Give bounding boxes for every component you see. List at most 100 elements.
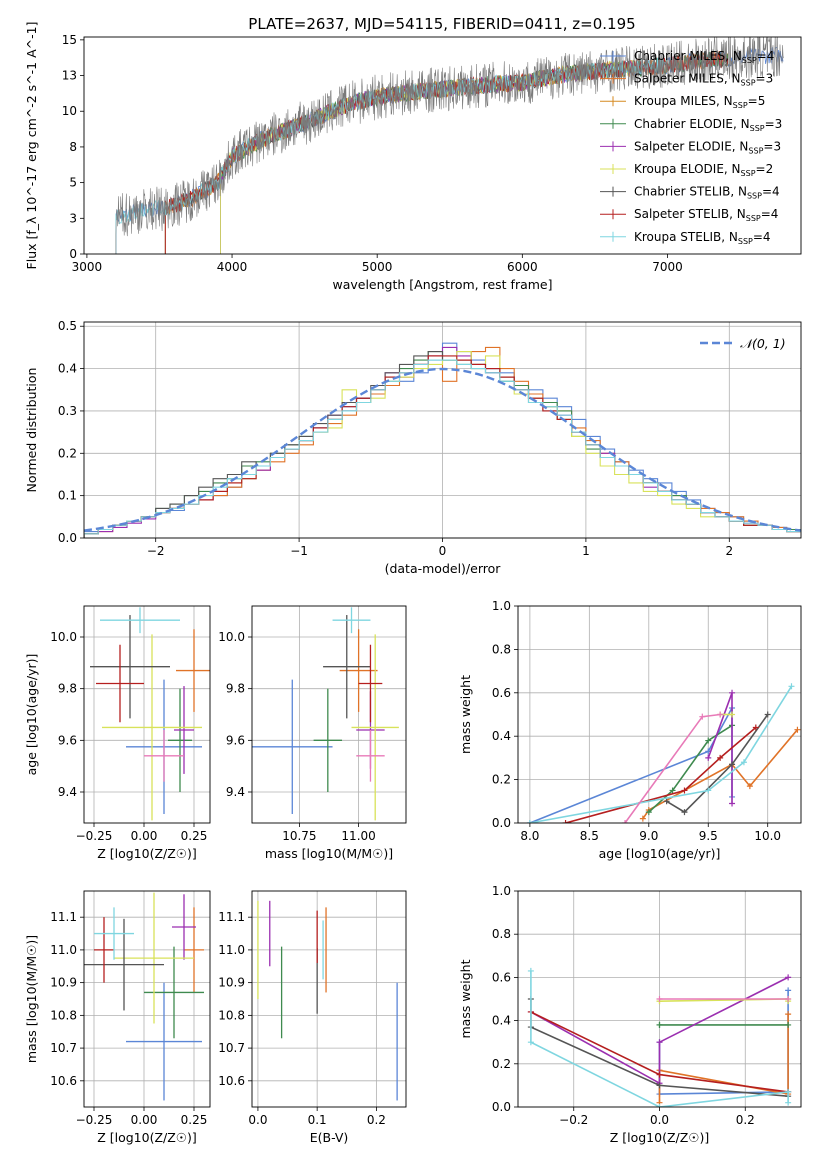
mass-weight-line — [648, 724, 733, 813]
y-tick-label: 11.0 — [218, 943, 245, 957]
legend-label: Kroupa STELIB, NSSP=4 — [634, 230, 771, 246]
data-point-marker — [645, 809, 652, 816]
data-point-marker — [656, 1021, 663, 1028]
y-tick-label: 10.9 — [50, 976, 77, 990]
model-spectrum-line — [115, 57, 668, 254]
x-tick-label: 0.00 — [131, 829, 158, 843]
x-tick-label: 0.2 — [367, 1113, 386, 1127]
x-axis-label: mass [log10(M/M☉)] — [265, 846, 393, 861]
y-axis-label: Flux [f_λ 10^-17 erg cm^-2 s^-1 A^-1] — [24, 22, 39, 270]
legend-label-sub: SSP — [748, 146, 763, 155]
x-axis-label: Z [log10(Z/Z☉)] — [610, 1130, 710, 1145]
data-point-marker — [669, 787, 676, 794]
x-tick-label: −0.25 — [76, 829, 113, 843]
plot-area — [84, 342, 801, 538]
y-tick-label: 0.6 — [492, 970, 511, 984]
axes-frame — [83, 605, 211, 824]
x-tick-label: 0.2 — [736, 1113, 755, 1127]
legend-label: Kroupa MILES, NSSP=5 — [634, 94, 765, 110]
legend-label: Salpeter STELIB, NSSP=4 — [634, 207, 778, 223]
data-point-marker — [785, 1088, 792, 1095]
x-tick-label: 0.0 — [650, 1113, 669, 1127]
y-tick-label: 0.4 — [492, 1014, 511, 1028]
y-tick-label: 10.7 — [50, 1041, 77, 1055]
y-tick-label: 11.0 — [50, 943, 77, 957]
y-tick-label: 0.3 — [58, 404, 77, 418]
y-tick-label: 10.9 — [218, 976, 245, 990]
y-tick-label: 11.1 — [50, 910, 77, 924]
legend-label-base: Chabrier ELODIE, N — [634, 117, 750, 131]
y-tick-label: 3 — [69, 211, 77, 225]
x-axis-label: age [log10(age/yr)] — [599, 846, 721, 861]
x-tick-label: 1 — [582, 544, 590, 558]
x-tick-label: 8.0 — [520, 829, 539, 843]
data-point-marker — [785, 1099, 792, 1106]
y-tick-label: 1.0 — [492, 884, 511, 898]
plot-area — [526, 683, 801, 823]
data-point-marker — [729, 800, 736, 807]
data-point-marker — [785, 974, 792, 981]
x-tick-label: 0.25 — [181, 1113, 208, 1127]
y-tick-label: 1.0 — [492, 599, 511, 613]
panel-residuals: −2 −1 0 1 2 0.0 0.1 0.2 0.3 0.4 0.5 (data-model)/er… — [24, 319, 802, 576]
plot-area — [527, 967, 792, 1107]
y-tick-label: 10.7 — [218, 1041, 245, 1055]
data-point-marker — [785, 1021, 792, 1028]
data-point-marker — [562, 820, 569, 823]
data-point-marker — [729, 761, 736, 768]
axes-frame — [83, 321, 802, 539]
legend-label-base: Kroupa MILES, N — [634, 94, 733, 108]
y-tick-label: 0.2 — [492, 1057, 511, 1071]
panel-mass_vs_Z: −0.25 0.00 0.25 10.6 10.7 10.8 10.9 11.0 11.1 Z [… — [24, 890, 211, 1145]
legend-label-tail: =3 — [765, 117, 783, 131]
y-tick-label: 0.0 — [492, 1100, 511, 1114]
y-tick-label: 10 — [62, 104, 77, 118]
data-point-marker — [740, 759, 747, 766]
x-tick-label: 7000 — [652, 260, 683, 274]
legend-label-tail: =3 — [756, 72, 774, 86]
data-point-marker — [785, 996, 792, 1002]
legend-label: Chabrier MILES, NSSP=4 — [634, 49, 774, 65]
y-tick-label: 0.4 — [492, 729, 511, 743]
data-point-marker — [729, 689, 736, 696]
y-tick-label: 10.8 — [218, 1008, 245, 1022]
y-axis-label: mass [log10(M/M☉)] — [24, 935, 39, 1063]
data-point-marker — [681, 809, 688, 816]
charts: 3000 4000 5000 6000 70000358101315wavelength… — [24, 22, 802, 1145]
legend-label-sub: SSP — [742, 56, 757, 65]
data-point-marker — [656, 1104, 663, 1107]
x-tick-label: 0 — [439, 544, 447, 558]
legend-label-tail: =2 — [756, 162, 774, 176]
y-tick-label: 13 — [62, 69, 77, 83]
x-tick-label: −1 — [290, 544, 308, 558]
legend-label-sub: SSP — [750, 124, 765, 133]
data-point-marker — [527, 967, 534, 974]
data-point-marker — [717, 711, 724, 718]
plot-area — [90, 607, 210, 821]
panel-mass_vs_EBV: 0.0 0.1 0.2 10.6 10.7 10.8 10.9 11.0 11.1 E(B-V) — [218, 890, 407, 1145]
legend-label-sub: SSP — [747, 192, 762, 201]
data-point-marker — [656, 1082, 663, 1089]
plot-area — [115, 37, 784, 254]
y-tick-label: 9.8 — [58, 682, 77, 696]
y-tick-label: 0.0 — [58, 531, 77, 545]
y-tick-label: 10.6 — [50, 1074, 77, 1088]
x-axis-label: wavelength [Angstrom, rest frame] — [332, 277, 552, 292]
legend-label: Kroupa ELODIE, NSSP=2 — [634, 162, 773, 178]
x-axis-label: Z [log10(Z/Z☉)] — [97, 846, 197, 861]
x-tick-label: 9.5 — [699, 829, 718, 843]
plot-area — [84, 892, 204, 1101]
y-tick-label: 0.5 — [58, 319, 77, 333]
y-tick-label: 10.6 — [218, 1074, 245, 1088]
data-point-marker — [656, 1039, 663, 1046]
legend-label-tail: =5 — [748, 94, 766, 108]
data-point-marker — [526, 820, 533, 823]
x-tick-label: 0.25 — [181, 829, 208, 843]
data-point-marker — [639, 815, 646, 822]
y-tick-label: 0.6 — [492, 686, 511, 700]
data-point-marker — [527, 1039, 534, 1046]
data-point-marker — [764, 711, 771, 718]
y-tick-label: 0.8 — [492, 927, 511, 941]
y-axis-label: age [log10(age/yr)] — [24, 654, 39, 776]
